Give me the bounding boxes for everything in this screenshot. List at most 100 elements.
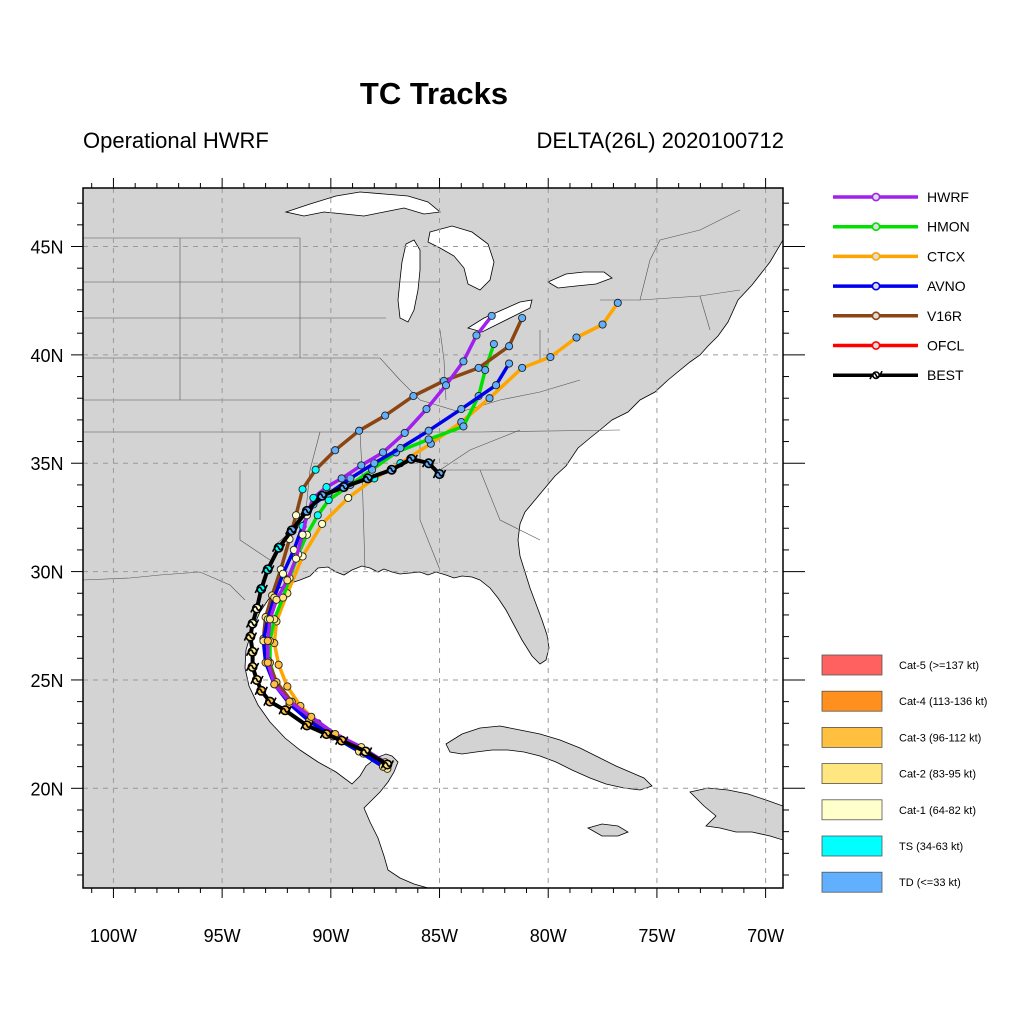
track-point bbox=[291, 511, 301, 520]
track-point bbox=[457, 405, 466, 414]
axis-labels: 100W 95W 90W 85W 80W 75W 70W 45N 40N 35N 30N 25N 20N bbox=[30, 238, 784, 946]
intensity-swatch bbox=[821, 799, 883, 821]
legend-marker bbox=[871, 341, 881, 350]
graticule bbox=[83, 188, 783, 888]
track-point bbox=[598, 320, 607, 329]
track-point bbox=[459, 357, 468, 366]
track-point bbox=[518, 363, 527, 372]
model-legend: HWRF HMON CTCX AVNO V16R OFCL BEST bbox=[833, 189, 970, 383]
intensity-item: Cat-1 (64-82 kt) bbox=[821, 799, 976, 821]
track-point bbox=[274, 660, 283, 669]
lake-ontario bbox=[547, 271, 613, 289]
y-tick-label: 20N bbox=[30, 779, 63, 799]
track-hwrf bbox=[263, 311, 496, 767]
lake-michigan bbox=[397, 239, 421, 323]
best-track-point bbox=[271, 542, 286, 553]
best-track-point bbox=[361, 473, 375, 484]
intensity-label: Cat-5 (>=137 kt) bbox=[899, 660, 979, 672]
track-point bbox=[278, 569, 288, 578]
intensity-item: Cat-2 (83-95 kt) bbox=[821, 763, 976, 784]
track-point bbox=[263, 658, 272, 667]
track-point bbox=[322, 483, 331, 492]
best-track-point bbox=[250, 674, 264, 685]
hurricane-icon bbox=[869, 370, 883, 380]
best-track-point bbox=[261, 564, 275, 575]
best-track-point bbox=[250, 603, 264, 614]
legend-marker bbox=[871, 281, 881, 291]
track-point bbox=[298, 485, 307, 494]
track-best bbox=[243, 453, 447, 770]
best-track-point bbox=[358, 746, 373, 757]
y-tick-label: 40N bbox=[30, 346, 63, 366]
x-tick-label: 90W bbox=[312, 926, 349, 946]
best-track-point bbox=[245, 618, 260, 629]
track-point bbox=[313, 511, 322, 520]
track-point bbox=[474, 363, 483, 372]
best-track-point bbox=[432, 469, 447, 480]
track-point bbox=[491, 381, 501, 390]
best-track-point bbox=[384, 464, 399, 475]
intensity-label: TD (<=33 kt) bbox=[899, 877, 961, 889]
track-point bbox=[344, 493, 353, 502]
legend-item-best: BEST bbox=[833, 367, 964, 383]
north-america-land bbox=[83, 188, 783, 888]
track-point bbox=[424, 435, 433, 444]
intensity-item: Cat-3 (96-112 kt) bbox=[821, 727, 981, 748]
best-track-point bbox=[300, 505, 314, 516]
x-tick-label: 80W bbox=[530, 926, 567, 946]
track-point bbox=[400, 428, 409, 437]
track-point bbox=[485, 394, 494, 403]
intensity-legend: Cat-5 (>=137 kt) Cat-4 (113-136 kt) Cat-3 … bbox=[821, 654, 987, 893]
x-tick-label: 70W bbox=[747, 926, 784, 946]
intensity-swatch bbox=[821, 727, 883, 748]
track-point bbox=[272, 595, 281, 604]
intensity-swatch bbox=[821, 871, 883, 893]
best-track-point bbox=[421, 458, 436, 469]
intensity-item: TS (34-63 kt) bbox=[821, 835, 963, 857]
track-point bbox=[459, 422, 468, 431]
x-tick-label: 85W bbox=[421, 926, 458, 946]
track-lines bbox=[243, 298, 622, 773]
track-point bbox=[378, 448, 388, 457]
lake-superior bbox=[284, 191, 441, 217]
track-point bbox=[613, 298, 622, 307]
legend-marker bbox=[871, 311, 881, 321]
track-point bbox=[487, 311, 496, 320]
x-tick-label: 95W bbox=[204, 926, 241, 946]
track-point bbox=[355, 426, 364, 435]
legend-label: CTCX bbox=[927, 248, 966, 264]
track-point bbox=[291, 554, 301, 563]
cuba-land bbox=[445, 725, 653, 791]
track-point bbox=[265, 615, 275, 624]
jamaica-land bbox=[586, 823, 629, 837]
legend-label: OFCL bbox=[927, 338, 965, 354]
best-track-point bbox=[300, 720, 314, 731]
legend-item-ctcx: CTCX bbox=[833, 248, 966, 264]
track-point bbox=[396, 444, 405, 453]
best-track-point bbox=[263, 696, 277, 707]
best-track-point bbox=[245, 661, 260, 672]
track-point bbox=[357, 461, 366, 470]
intensity-item: Cat-5 (>=137 kt) bbox=[821, 654, 979, 676]
best-track-point bbox=[243, 631, 258, 642]
track-point bbox=[505, 359, 514, 368]
track-point bbox=[263, 636, 272, 645]
land-layer bbox=[83, 188, 783, 888]
best-track-point bbox=[315, 490, 329, 501]
legend-label: V16R bbox=[927, 308, 962, 324]
y-tick-label: 30N bbox=[30, 563, 63, 583]
intensity-label: Cat-2 (83-95 kt) bbox=[899, 769, 976, 781]
best-track-point bbox=[254, 685, 268, 696]
chart-title: TC Tracks bbox=[359, 76, 509, 111]
y-tick-label: 25N bbox=[30, 671, 63, 691]
best-track-point bbox=[284, 525, 299, 536]
track-point bbox=[307, 712, 316, 721]
legend-marker bbox=[871, 222, 881, 232]
axis-ticks bbox=[71, 178, 805, 898]
track-point bbox=[472, 331, 481, 340]
track-point bbox=[441, 381, 451, 390]
legend-item-hmon: HMON bbox=[833, 219, 970, 235]
track-point bbox=[381, 411, 390, 420]
storm-subtitle: DELTA(26L) 2020100712 bbox=[536, 128, 784, 153]
